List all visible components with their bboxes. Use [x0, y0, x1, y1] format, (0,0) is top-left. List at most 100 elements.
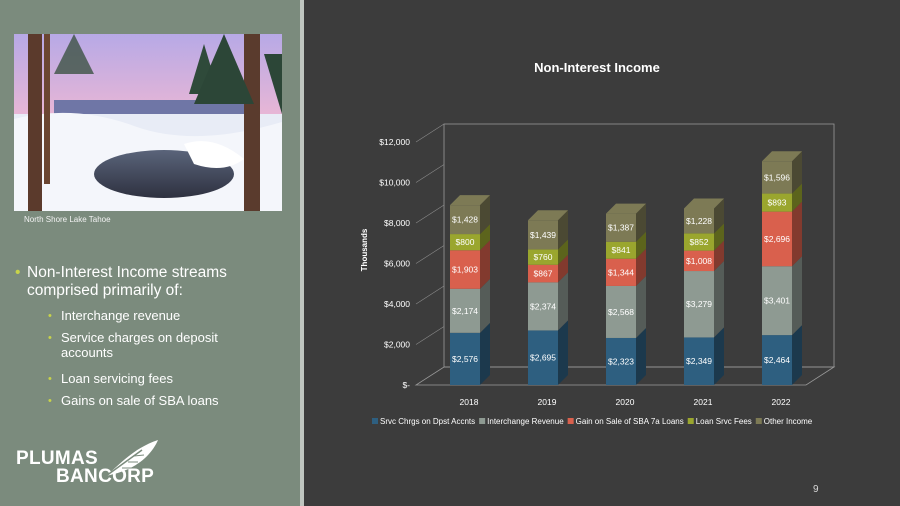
bar-segment: $841 [606, 231, 646, 259]
data-label: $2,349 [686, 356, 712, 366]
bar-front [528, 264, 558, 283]
bar-front [450, 332, 480, 385]
bar-segment: $3,401 [762, 256, 802, 336]
bar-segment: $1,428 [450, 195, 490, 235]
legend-swatch [755, 418, 762, 424]
bar-segment: $867 [528, 254, 568, 283]
bullet-dot: • [48, 310, 52, 322]
bar-side [558, 320, 568, 385]
x-tick-label: 2020 [616, 397, 635, 407]
bar-stack-2019: $2,695 $2,374 $867 $760 $1,439 [528, 210, 568, 385]
bar-side [636, 248, 646, 286]
bar-side [714, 261, 724, 338]
bar-segment: $800 [450, 224, 490, 251]
data-label: $800 [456, 237, 475, 247]
bar-stack-2018: $2,576 $2,174 $1,903 $800 $1,428 [450, 195, 490, 385]
bar-top [684, 198, 724, 209]
bar-front [450, 288, 480, 333]
data-label: $1,228 [686, 216, 712, 226]
bar-side [558, 239, 568, 265]
sub-bullet: • Loan servicing fees [48, 371, 174, 387]
y-axis-ticks: $- $2,000 $4,000 $6,000 $8,000 $10,000 $12,000 [379, 123, 445, 390]
non-interest-income-chart: Non-Interest Income Thousands $- $2,000 $4… [360, 60, 836, 426]
bar-segment: $893 [762, 183, 802, 212]
bar-side [714, 327, 724, 385]
x-tick-label: 2018 [460, 397, 479, 407]
bar-side [480, 224, 490, 251]
data-label: $867 [534, 269, 553, 279]
gridline [415, 164, 445, 183]
sub-bullet-text: Loan servicing fees [61, 371, 174, 386]
bar-front [762, 266, 792, 336]
bar-front [762, 211, 792, 267]
data-label: $2,174 [452, 306, 478, 316]
bar-top [762, 151, 802, 162]
bar-side [792, 201, 802, 267]
bar-segment: $2,695 [528, 320, 568, 385]
bar-stack-2021: $2,349 $3,279 $1,008 $852 $1,228 [684, 198, 724, 385]
bar-front [762, 335, 792, 385]
bar-front [606, 241, 636, 259]
bar-front [684, 233, 714, 251]
data-label: $2,568 [608, 307, 634, 317]
bar-side [480, 322, 490, 385]
bar-side [714, 198, 724, 234]
bar-top [528, 210, 568, 221]
y-tick-label: $10,000 [379, 178, 410, 188]
x-axis-ticks: 2018 2019 2020 2021 2022 [460, 397, 791, 407]
bar-segment: $1,228 [684, 198, 724, 234]
sub-bullet: • Service charges on deposit accounts [48, 330, 271, 361]
legend-swatch [372, 418, 378, 424]
legend-swatch [567, 418, 574, 424]
legend-label: Loan Srvc Fees [696, 417, 752, 426]
data-label: $1,596 [764, 172, 790, 182]
bar-side [714, 240, 724, 272]
data-label: $2,464 [764, 355, 790, 365]
bar-front [606, 213, 636, 242]
bar-side [792, 325, 802, 385]
data-label: $2,695 [530, 353, 556, 363]
legend-item: Interchange Revenue [479, 417, 564, 426]
legend-label: Srvc Chrgs on Dpst Accnts [380, 417, 475, 426]
bar-front [606, 337, 636, 385]
data-label: $1,428 [452, 215, 478, 225]
logo-text-line2: BANCORP [56, 466, 155, 487]
bar-front [606, 258, 636, 286]
bar-front [528, 249, 558, 265]
bar-side [480, 195, 490, 235]
bar-side [558, 210, 568, 250]
y-axis-title: Thousands [360, 228, 369, 271]
chart-legend: Srvc Chrgs on Dpst Accnts Interchange Rev… [372, 417, 813, 426]
legend-item: Gain on Sale of SBA 7a Loans [567, 417, 684, 426]
bar-front [684, 271, 714, 338]
bullet-dot: • [48, 373, 52, 385]
data-label: $1,439 [530, 230, 556, 240]
logo-text-line1: PLUMAS [16, 448, 99, 469]
bar-side [636, 203, 646, 242]
bar-stack-2022: $2,464 $3,401 $2,696 $893 $1,596 [762, 151, 802, 385]
y-tick-label: $12,000 [379, 137, 410, 147]
bar-segment: $1,344 [606, 248, 646, 286]
bar-side [792, 256, 802, 336]
sub-bullet-text: Service charges on deposit accounts [61, 330, 218, 360]
legend-item: Other Income [755, 417, 813, 426]
data-label: $852 [690, 237, 709, 247]
sub-bullet-text: Interchange revenue [61, 308, 181, 323]
bar-side [480, 278, 490, 333]
legend-label: Other Income [764, 417, 813, 426]
legend-swatch [687, 418, 694, 424]
bar-segment: $1,596 [762, 151, 802, 194]
bar-stack-2020: $2,323 $2,568 $1,344 $841 $1,387 [606, 203, 646, 385]
legend-item: Srvc Chrgs on Dpst Accnts [372, 417, 475, 426]
gridline [415, 204, 445, 224]
gridline [415, 245, 445, 264]
x-tick-label: 2021 [694, 397, 713, 407]
data-label: $3,279 [686, 299, 712, 309]
bar-segment: $760 [528, 239, 568, 265]
bullet-dot: • [15, 264, 21, 281]
lake-tahoe-photo [14, 34, 282, 211]
bar-front [528, 220, 558, 250]
bar-side [558, 272, 568, 331]
data-label: $1,344 [608, 267, 634, 277]
legend-item: Loan Srvc Fees [687, 417, 752, 426]
